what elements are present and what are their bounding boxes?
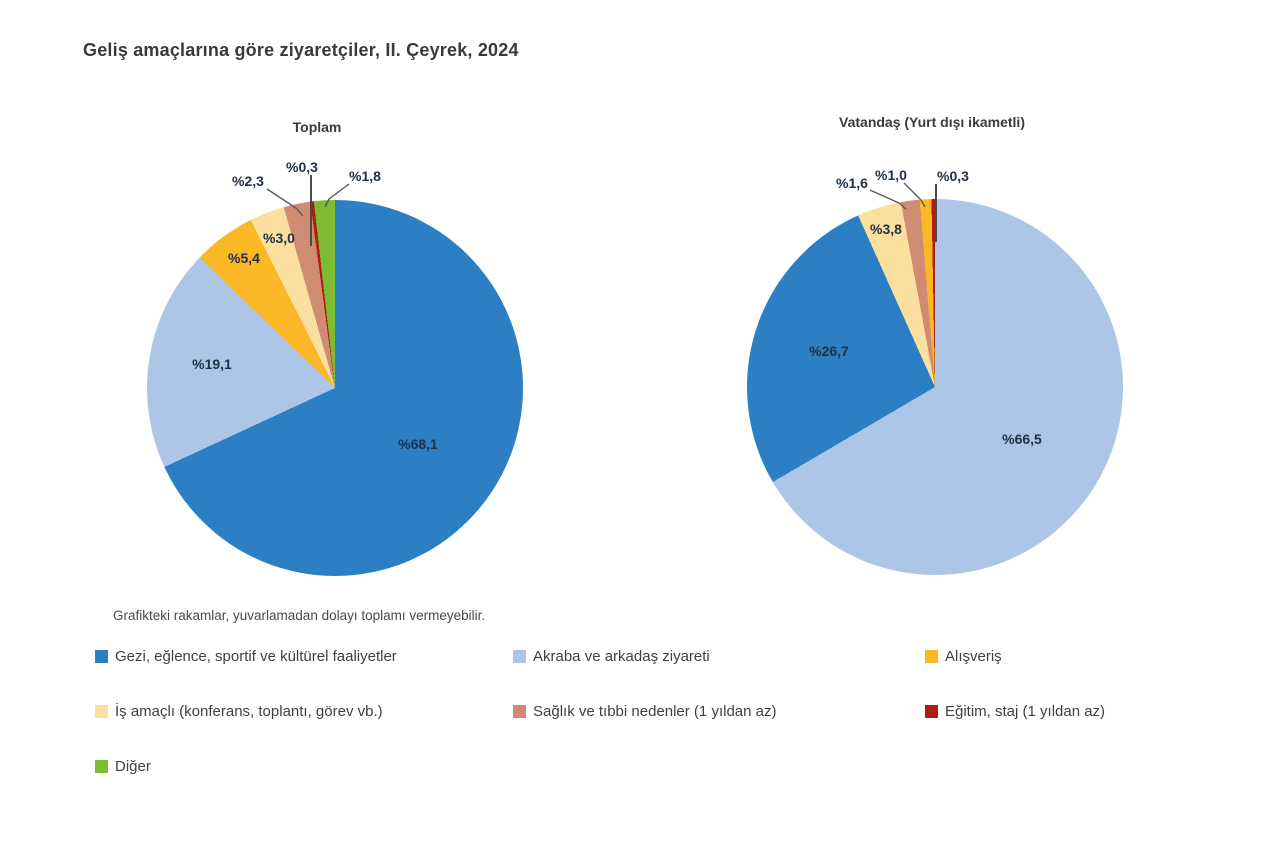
- percent-label: %3,8: [870, 221, 902, 237]
- percent-label: %68,1: [398, 436, 438, 452]
- percent-label: %1,6: [836, 175, 868, 191]
- chart-title: Geliş amaçlarına göre ziyaretçiler, II. …: [83, 40, 519, 60]
- pie-vatandas-title: Vatandaş (Yurt dışı ikametli): [839, 114, 1025, 130]
- percent-label: %26,7: [809, 343, 849, 359]
- legend: Gezi, eğlence, sportif ve kültürel faali…: [95, 648, 1265, 813]
- legend-color-chip: [925, 650, 938, 663]
- legend-label: Sağlık ve tıbbi nedenler (1 yıldan az): [533, 703, 777, 720]
- legend-label: Gezi, eğlence, sportif ve kültürel faali…: [115, 648, 397, 665]
- legend-label: Akraba ve arkadaş ziyareti: [533, 648, 710, 665]
- percent-label: %1,8: [349, 168, 381, 184]
- percent-label: %2,3: [232, 173, 264, 189]
- legend-item: Eğitim, staj (1 yıldan az): [925, 703, 1265, 720]
- legend-label: İş amaçlı (konferans, toplantı, görev vb…: [115, 703, 383, 720]
- pie-toplam: [147, 200, 523, 576]
- legend-color-chip: [513, 650, 526, 663]
- percent-label: %0,3: [286, 159, 318, 175]
- pie-toplam-title: Toplam: [292, 119, 342, 135]
- percent-label: %5,4: [228, 250, 260, 266]
- legend-label: Diğer: [115, 758, 151, 775]
- legend-item: Gezi, eğlence, sportif ve kültürel faali…: [95, 648, 513, 665]
- legend-item: İş amaçlı (konferans, toplantı, görev vb…: [95, 703, 513, 720]
- percent-label: %66,5: [1002, 431, 1042, 447]
- legend-color-chip: [95, 650, 108, 663]
- legend-color-chip: [95, 705, 108, 718]
- percent-label: %3,0: [263, 230, 295, 246]
- legend-color-chip: [95, 760, 108, 773]
- legend-item: Diğer: [95, 758, 513, 775]
- legend-label: Eğitim, staj (1 yıldan az): [945, 703, 1106, 720]
- legend-item: Akraba ve arkadaş ziyareti: [513, 648, 925, 665]
- legend-item: Alışveriş: [925, 648, 1265, 665]
- pie-vatandas: [747, 199, 1123, 575]
- percent-label: %19,1: [192, 356, 232, 372]
- percent-label: %0,3: [937, 168, 969, 184]
- legend-color-chip: [925, 705, 938, 718]
- legend-item: Sağlık ve tıbbi nedenler (1 yıldan az): [513, 703, 925, 720]
- chart-footnote: Grafikteki rakamlar, yuvarlamadan dolayı…: [113, 608, 486, 623]
- legend-label: Alışveriş: [945, 648, 1002, 665]
- legend-color-chip: [513, 705, 526, 718]
- percent-label: %1,0: [875, 167, 907, 183]
